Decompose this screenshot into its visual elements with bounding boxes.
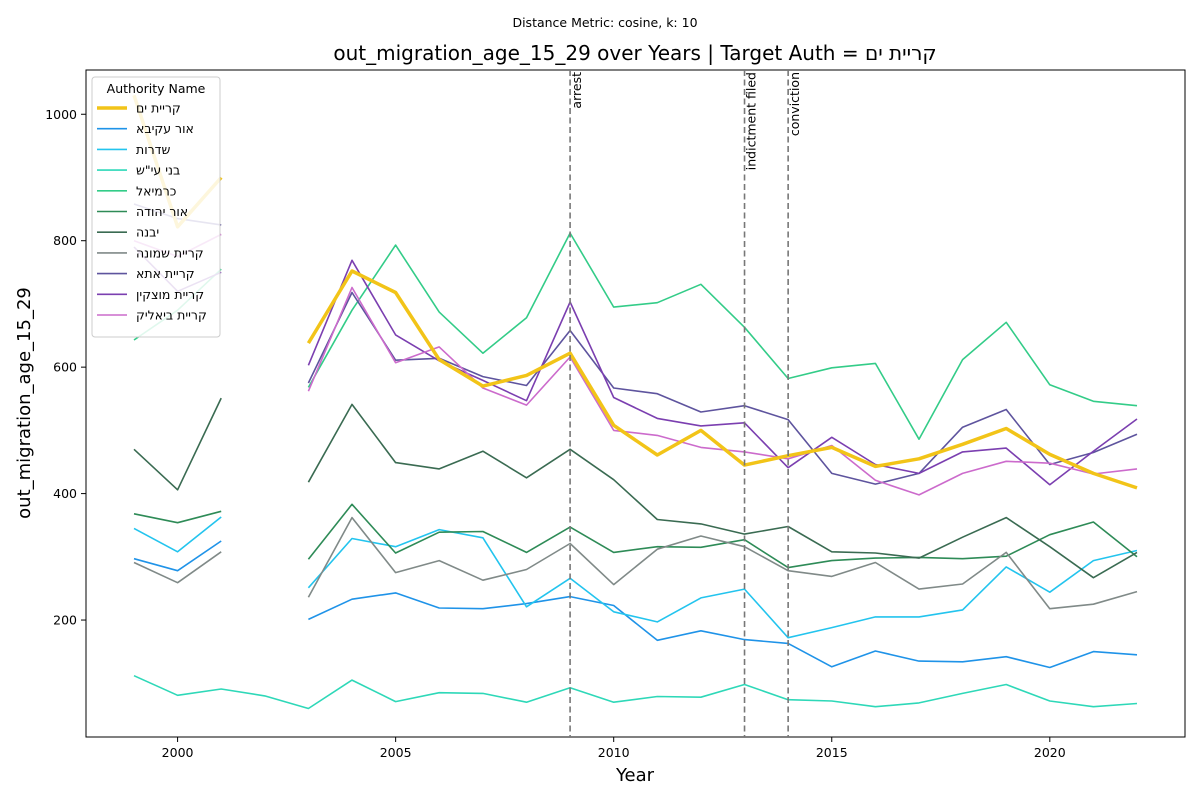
legend-box [91, 76, 221, 338]
y-tick-label: 400 [53, 486, 77, 501]
series-segment [307, 528, 1138, 639]
series-segment [307, 291, 1138, 485]
series-line [133, 516, 1138, 610]
legend-label: קריית מוצקין [136, 287, 204, 302]
legend-item: קריית אתא [97, 266, 195, 281]
legend-label: יבנה [136, 225, 159, 240]
legend-item: כרמיאל [97, 183, 176, 198]
legend-label: אור עקיבא [136, 121, 194, 136]
legend-title: Authority Name [107, 81, 206, 96]
series-segment [307, 286, 1138, 496]
series-segment [307, 516, 1138, 610]
series-line [133, 397, 1138, 579]
chart-suptitle: Distance Metric: cosine, k: 10 [512, 15, 697, 30]
series-line [132, 94, 1138, 490]
series-line [133, 503, 1138, 569]
legend-item: אור יהודה [97, 204, 188, 219]
legend-label: שדרות [136, 142, 171, 157]
series-line [133, 540, 1138, 669]
legend-label: קריית ביאליק [136, 308, 207, 323]
series-segment [133, 397, 222, 491]
legend-item: בני עי"ש [97, 163, 180, 178]
axes: 2000 2005 2010 2015 2020 200 400 600 800 1000 [45, 107, 1066, 760]
y-tick-label: 800 [53, 233, 77, 248]
plot-frame [85, 69, 1186, 738]
y-axis-label: out_migration_age_15_29 [14, 287, 35, 519]
series-segment [307, 503, 1138, 569]
x-axis-label: Year [615, 765, 655, 786]
legend-item: קריית ביאליק [97, 308, 207, 323]
x-tick-label: 2000 [162, 745, 194, 760]
x-tick-label: 2020 [1034, 745, 1066, 760]
y-tick-label: 200 [53, 613, 77, 628]
legend-item: קריית מוצקין [97, 287, 204, 302]
series-segment [133, 540, 222, 572]
legend-item: יבנה [97, 225, 159, 240]
event-label: indictment filed [744, 72, 759, 170]
plot-area [132, 94, 1138, 710]
legend-label: אור יהודה [136, 204, 188, 219]
event-markers: arrest indictment filed conviction [569, 70, 802, 737]
series-line [133, 233, 1138, 496]
event-label: conviction [787, 72, 802, 136]
legend-label: קריית ים [136, 101, 181, 116]
legend-label: כרמיאל [136, 183, 176, 198]
x-tick-label: 2010 [598, 745, 630, 760]
series-segment [133, 674, 1138, 710]
series-line [133, 246, 1138, 486]
series-segment [307, 232, 1138, 441]
x-tick-label: 2005 [380, 745, 412, 760]
legend-label: קריית שמונה [136, 245, 204, 260]
legend-label: בני עי"ש [136, 163, 180, 178]
series-line [133, 674, 1138, 710]
series-segment [307, 259, 1138, 486]
event-label: arrest [569, 72, 584, 109]
legend-item: קריית ים [97, 101, 181, 116]
legend-label: קריית אתא [136, 266, 195, 281]
series-segment [307, 403, 1138, 579]
y-tick-label: 600 [53, 360, 77, 375]
series-segment [308, 592, 1138, 669]
x-tick-label: 2015 [816, 745, 848, 760]
series-segment [133, 551, 222, 584]
series-segment [133, 516, 222, 553]
series-line [133, 516, 1138, 639]
legend-item: אור עקיבא [97, 121, 194, 136]
chart-title: out_migration_age_15_29 over Years | Tar… [333, 41, 936, 65]
y-tick-label: 1000 [45, 107, 77, 122]
legend: Authority Name קריית ים אור עקיבא שדרות בני… [91, 76, 221, 338]
series-segment [306, 269, 1138, 490]
legend-item: שדרות [97, 142, 171, 157]
series-segment [133, 510, 222, 524]
legend-item: קריית שמונה [97, 245, 204, 260]
